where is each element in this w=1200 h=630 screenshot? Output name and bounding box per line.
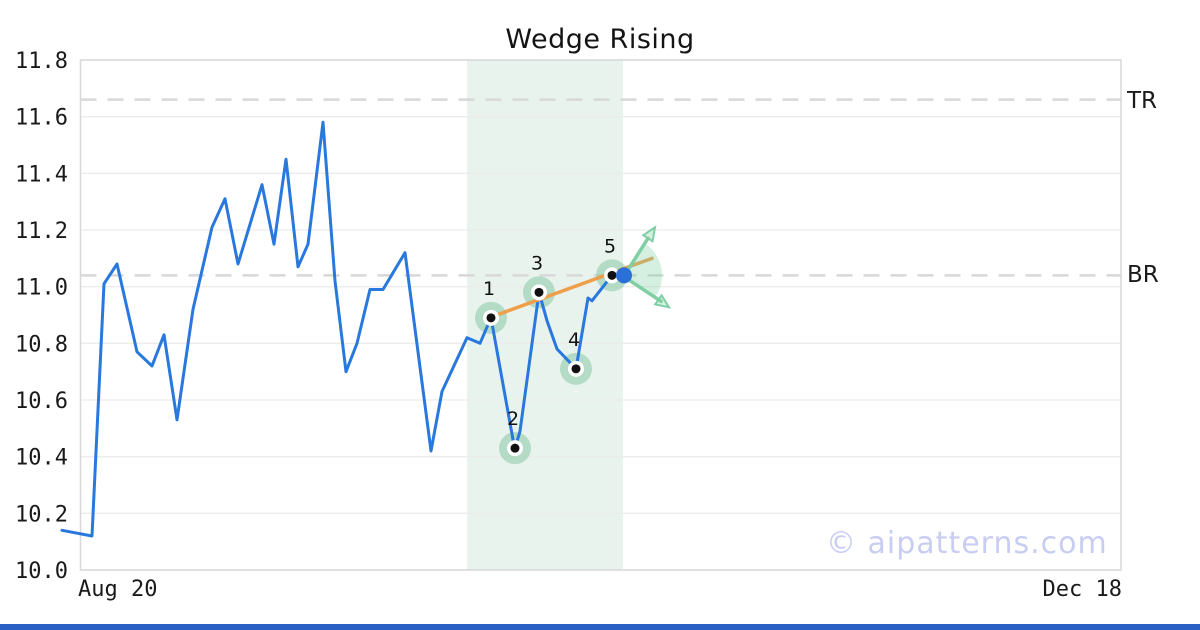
- pattern-point-label: 1: [483, 278, 495, 300]
- breakout-arrow-up-head: [641, 225, 657, 243]
- breakout-sector: [624, 243, 663, 298]
- breakout-arrow-up: [625, 236, 650, 274]
- y-tick-label: 10.4: [15, 446, 68, 471]
- current-price-dot: [616, 267, 632, 284]
- price-line: [60, 120, 626, 538]
- y-tick-label: 11.6: [15, 106, 68, 131]
- y-tick-label: 10.2: [15, 502, 68, 527]
- chart-title: Wedge Rising: [505, 24, 695, 55]
- pattern-point-label: 3: [531, 252, 543, 274]
- footer-bar: [0, 624, 1200, 630]
- pattern-point-dot: [534, 287, 544, 297]
- pattern-point-label: 4: [568, 329, 580, 351]
- x-axis-start-label: Aug 20: [78, 577, 158, 602]
- pattern-point-dot: [486, 313, 496, 323]
- y-tick-label: 11.4: [15, 162, 68, 187]
- breakout-arrow-down-head: [653, 293, 672, 309]
- top-resistance-label: TR: [1127, 88, 1158, 114]
- pattern-point-dot: [607, 270, 617, 280]
- pattern-point-dot: [510, 443, 520, 453]
- y-tick-label: 11.2: [15, 219, 68, 244]
- y-tick-label: 11.0: [15, 276, 68, 301]
- pattern-point-label: 5: [604, 235, 616, 257]
- plot-border: [79, 59, 1122, 571]
- y-tick-label: 11.8: [15, 49, 68, 74]
- pattern-point-dot: [571, 364, 581, 374]
- y-tick-label: 10.6: [15, 389, 68, 414]
- y-tick-label: 10.0: [15, 559, 68, 584]
- x-axis-end-label: Dec 18: [1042, 577, 1122, 602]
- watermark: © aipatterns.com: [826, 526, 1108, 561]
- pattern-point-label: 2: [507, 408, 519, 430]
- y-tick-label: 10.8: [15, 332, 68, 357]
- breakout-arrow-down: [626, 277, 663, 304]
- bottom-resistance-label: BR: [1127, 262, 1159, 288]
